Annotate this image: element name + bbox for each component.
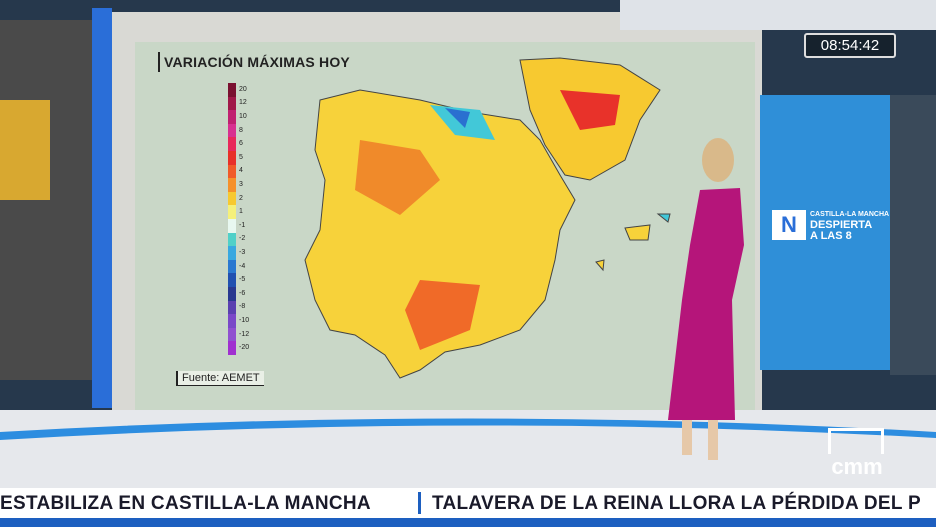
legend-label: 6 — [239, 140, 243, 148]
left-light — [0, 100, 50, 200]
logo-frame — [828, 428, 884, 454]
legend-label: 1 — [239, 208, 243, 216]
legend-swatch — [228, 219, 236, 234]
presenter-leg — [708, 420, 718, 460]
island — [595, 259, 605, 272]
show-region: CASTILLA-LA MANCHA — [810, 211, 890, 218]
legend-swatch — [228, 232, 236, 247]
ticker-bar — [0, 488, 936, 518]
show-name: DESPIERTA A LAS 8 — [810, 219, 872, 242]
channel-logo: cmm — [828, 428, 886, 480]
legend-swatch — [228, 96, 236, 111]
legend-label: -12 — [239, 330, 250, 338]
legend-swatch — [228, 327, 236, 342]
legend-label: -1 — [239, 221, 246, 229]
legend-swatch — [228, 123, 236, 138]
warm-zone — [405, 280, 480, 350]
legend-label: 20 — [239, 85, 247, 93]
legend-swatch — [228, 300, 236, 315]
legend-label: -4 — [239, 262, 246, 270]
logo-text: cmm — [831, 454, 883, 479]
legend-swatch — [228, 341, 236, 356]
legend-swatch — [228, 314, 236, 329]
legend-swatch — [228, 178, 236, 193]
legend-swatch — [228, 273, 236, 288]
presenter-head — [702, 138, 734, 182]
news-logo: N — [772, 210, 806, 240]
legend-label: -6 — [239, 289, 246, 297]
legend-label: 8 — [239, 126, 243, 134]
title-accent — [158, 52, 160, 72]
ticker-underline — [0, 518, 936, 527]
floor-stripe — [0, 418, 936, 440]
legend-swatch — [228, 137, 236, 152]
ticker-separator — [418, 492, 421, 514]
legend-swatch — [228, 83, 236, 98]
legend-label: 2 — [239, 194, 243, 202]
presenter-dress — [668, 188, 744, 420]
legend-label: 4 — [239, 167, 243, 175]
hot-zone — [560, 90, 620, 130]
legend-swatch — [228, 287, 236, 302]
warm-zone — [355, 140, 440, 215]
legend-label: -8 — [239, 303, 246, 311]
ticker-text: ESTABILIZA EN CASTILLA-LA MANCHA — [0, 493, 371, 514]
legend-label: -20 — [239, 344, 250, 352]
news-logo-text: NOTICIAS — [774, 236, 798, 242]
right-wall — [890, 95, 936, 375]
cold-zone — [445, 108, 470, 128]
clock: 08:54:42 — [804, 33, 896, 58]
legend-swatch — [228, 205, 236, 220]
legend-label: -10 — [239, 317, 250, 324]
blue-column — [92, 8, 112, 408]
legend-label: 5 — [239, 153, 243, 161]
presenter-leg — [682, 420, 692, 455]
legend-label: 10 — [239, 113, 247, 120]
island — [656, 213, 671, 223]
island — [624, 224, 651, 241]
ceiling — [620, 0, 936, 30]
legend-label: 12 — [239, 99, 247, 107]
ticker-text: TALAVERA DE LA REINA LLORA LA PÉRDIDA DE… — [432, 493, 921, 514]
legend-label: -5 — [239, 276, 246, 284]
map-title: VARIACIÓN MÁXIMAS HOY — [164, 54, 350, 70]
legend-swatch — [228, 191, 236, 206]
source-label: Fuente: AEMET — [176, 371, 264, 386]
legend-swatch — [228, 246, 236, 261]
studio-floor — [0, 410, 936, 488]
legend-swatch — [228, 164, 236, 179]
legend-swatch — [228, 110, 236, 125]
legend-swatch — [228, 151, 236, 166]
legend-label: -2 — [239, 235, 246, 243]
legend-label: 3 — [239, 181, 243, 188]
legend-swatch — [228, 259, 236, 274]
legend-label: -3 — [239, 249, 246, 256]
